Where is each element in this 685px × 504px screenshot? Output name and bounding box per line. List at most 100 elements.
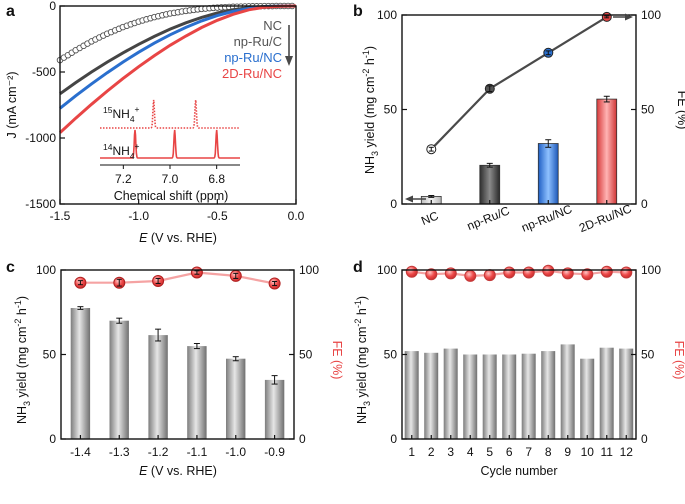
inset-xlabel: Chemical shift (ppm)	[114, 189, 229, 203]
panel-b-catalyst-comparison: 0 50 100 0 50 100 NC np-Ru/C np-Ru/NC 2D-Ru/NC NH…	[361, 8, 685, 235]
bar-yield-1	[404, 351, 419, 439]
bar-yield-12	[619, 348, 634, 439]
panel-label-b: b	[353, 3, 363, 20]
panel-a-lsv-chart: -1.5 -1.0 -0.5 0.0 0 -500 -1000 -1500 E (V vs. …	[5, 0, 305, 245]
panel-d-xlabel: Cycle number	[480, 464, 557, 478]
ytick-right-label: 0	[641, 197, 648, 211]
fe-point-1	[405, 265, 418, 278]
ytick-right-label: 0	[641, 432, 648, 446]
bar-yield--1.3	[109, 320, 129, 439]
xtick-label-np-Ru/NC: np-Ru/NC	[519, 202, 574, 235]
bar-yield-4	[463, 354, 478, 439]
ytick-left-label: 0	[390, 197, 397, 211]
panel-a-ylabel: J (mA cm⁻²)	[5, 71, 19, 138]
xtick-label-NC: NC	[419, 208, 441, 228]
inset-xtick-label: 6.8	[208, 172, 225, 186]
fe-point-5	[483, 269, 496, 282]
panel-a-ytick-label: -500	[32, 65, 56, 79]
curve-2d-ru-nc	[58, 4, 297, 134]
panel-label-c: c	[6, 259, 15, 276]
xtick-label--1.2: -1.2	[148, 445, 169, 459]
inset-label-14nh4: 14NH4+	[103, 141, 140, 161]
xtick-label--1.3: -1.3	[109, 445, 130, 459]
panel-a-xlabel: E (V vs. RHE)	[139, 231, 217, 245]
ytick-right-label: 0	[299, 432, 306, 446]
bar-yield-6	[502, 354, 517, 439]
panel-a-legend-entry: np-Ru/NC	[224, 50, 282, 65]
ytick-left-label: 0	[390, 432, 397, 446]
bar-yield-5	[482, 354, 497, 439]
panel-a-legend-entry: np-Ru/C	[234, 34, 282, 49]
xtick-label-8: 8	[545, 445, 552, 459]
xtick-label-7: 7	[525, 445, 532, 459]
fe-point-11	[600, 265, 613, 278]
bar-yield-9	[560, 344, 575, 439]
panel-label-d: d	[353, 259, 363, 276]
inset-label-15nh4: 15NH4+	[103, 104, 140, 124]
panel-a-nmr-inset: 7.2 7.0 6.8 Chemical shift (ppm) 15NH4+ 14…	[100, 99, 240, 203]
panel-d-ylabel-right: FE (%)	[672, 341, 685, 380]
panel-b-ylabel-right: FE (%)	[675, 91, 685, 130]
panel-a-ytick-label: 0	[49, 0, 56, 13]
ytick-left-label: 50	[384, 348, 398, 362]
fe-point-7	[522, 266, 535, 279]
panel-c-potential-dependence: 0 50 100 0 50 100 -1.4 -1.3 -1.2 -1.1 -1.0 -0.9 E (…	[13, 263, 344, 478]
panel-a-xtick-label: -0.5	[207, 209, 228, 223]
bar-yield--1.2	[148, 335, 168, 439]
fe-point-4	[464, 269, 477, 282]
ytick-left-label: 50	[43, 348, 57, 362]
ytick-right-label: 50	[641, 103, 655, 117]
panel-a-legend-arrowhead	[285, 56, 293, 66]
fe-point-10	[581, 268, 594, 281]
xtick-label-11: 11	[601, 445, 614, 459]
xtick-label-6: 6	[506, 445, 513, 459]
inset-spectrum-15	[100, 99, 240, 129]
fe-point-2	[425, 268, 438, 281]
panel-a-xtick-label: 0.0	[288, 209, 305, 223]
bar-yield-np-Ru/C	[479, 164, 501, 205]
bar-yield--1.1	[187, 346, 207, 439]
xtick-label-12: 12	[620, 445, 634, 459]
ytick-left-label: 100	[377, 263, 397, 277]
bar-yield--1.4	[70, 308, 91, 439]
panel-a-legend-entry: 2D-Ru/NC	[222, 66, 282, 81]
bar-yield-11	[599, 347, 614, 439]
fe-line	[80, 271, 275, 285]
xtick-label--1.4: -1.4	[70, 445, 91, 459]
panel-a-xtick-label: -1.0	[128, 209, 149, 223]
bar-yield--1.0	[226, 358, 246, 439]
fe-line	[411, 269, 627, 278]
bar-yield-7	[521, 353, 536, 439]
bar-yield-2	[424, 352, 439, 439]
panel-c-frame	[60, 269, 295, 440]
xtick-label-2: 2	[428, 445, 435, 459]
panel-c-xlabel: E (V vs. RHE)	[139, 464, 217, 478]
ytick-left-label: 100	[36, 263, 56, 277]
panel-c-ylabel-right: FE (%)	[330, 341, 344, 380]
ytick-left-label: 0	[49, 432, 56, 446]
bar-yield-np-Ru/NC	[537, 143, 559, 205]
bar-yield-10	[580, 358, 595, 439]
panel-c-ylabel-left: NH3 yield (mg cm-2 h-1)	[13, 296, 32, 424]
panel-a-legend-entry: NC	[263, 18, 282, 33]
xtick-label-2D-Ru/NC: 2D-Ru/NC	[577, 201, 634, 235]
panel-a-frame	[59, 5, 297, 205]
panel-a-ytick-label: -1000	[25, 131, 56, 145]
xtick-label-10: 10	[581, 445, 595, 459]
bar-yield--0.9	[264, 379, 285, 439]
panel-a-xtick-label: -1.5	[50, 209, 71, 223]
ytick-right-label: 50	[641, 348, 655, 362]
panel-b-right-arrowhead	[625, 13, 633, 21]
xtick-label-1: 1	[408, 445, 415, 459]
fe-point-8	[542, 264, 555, 277]
xtick-label--1.1: -1.1	[187, 445, 208, 459]
panel-a-ytick-label: -1500	[25, 197, 56, 211]
inset-spectrum-14	[100, 129, 240, 159]
ytick-right-label: 100	[641, 8, 661, 22]
xtick-label-np-Ru/C: np-Ru/C	[465, 203, 512, 233]
ytick-right-label: 100	[299, 263, 319, 277]
fe-line	[430, 15, 608, 150]
ytick-right-label: 50	[299, 348, 313, 362]
